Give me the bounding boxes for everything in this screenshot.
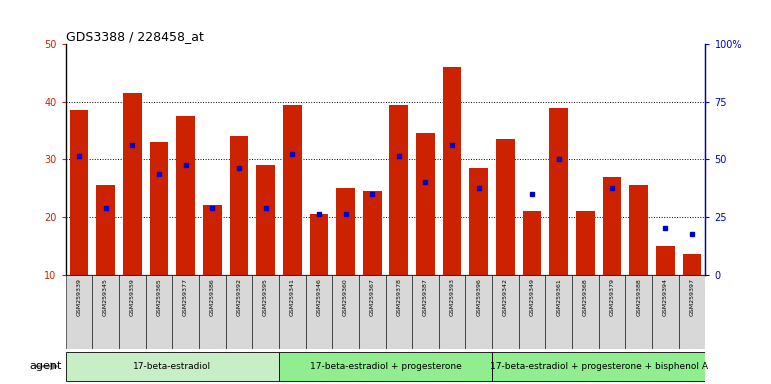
Text: GSM259396: GSM259396	[476, 278, 481, 316]
Bar	[652, 275, 678, 349]
Bar	[683, 255, 702, 275]
Bar	[492, 352, 705, 381]
Bar	[466, 275, 492, 349]
Bar	[199, 275, 225, 349]
Bar	[150, 142, 168, 275]
Text: 17-beta-estradiol + progesterone: 17-beta-estradiol + progesterone	[310, 362, 461, 371]
Bar	[497, 139, 515, 275]
Bar	[119, 275, 146, 349]
Bar	[172, 275, 199, 349]
Bar	[66, 352, 279, 381]
Bar	[576, 211, 594, 275]
Bar	[279, 352, 492, 381]
Text: GSM259368: GSM259368	[583, 278, 588, 316]
Text: agent: agent	[29, 361, 62, 371]
Bar	[203, 205, 221, 275]
Bar	[625, 275, 652, 349]
Text: GSM259367: GSM259367	[369, 278, 375, 316]
Bar	[678, 275, 705, 349]
Text: GSM259393: GSM259393	[449, 278, 455, 316]
Bar	[363, 191, 382, 275]
Bar	[225, 275, 252, 349]
Bar	[309, 214, 328, 275]
Bar	[93, 275, 119, 349]
Text: GSM259388: GSM259388	[636, 278, 641, 316]
Bar	[279, 275, 305, 349]
Bar	[629, 185, 648, 275]
Bar	[256, 165, 274, 275]
Text: 17-beta-estradiol + progesterone + bisphenol A: 17-beta-estradiol + progesterone + bisph…	[490, 362, 708, 371]
Text: GSM259346: GSM259346	[316, 278, 322, 316]
Text: GSM259392: GSM259392	[237, 278, 241, 316]
Bar	[230, 136, 248, 275]
Text: GSM259349: GSM259349	[530, 278, 534, 316]
Bar	[69, 111, 88, 275]
Text: GSM259395: GSM259395	[263, 278, 268, 316]
Bar	[66, 275, 93, 349]
Bar	[305, 275, 332, 349]
Text: GSM259360: GSM259360	[343, 278, 348, 316]
Bar	[123, 93, 142, 275]
Text: GSM259339: GSM259339	[76, 278, 82, 316]
Text: GSM259378: GSM259378	[396, 278, 402, 316]
Text: GSM259394: GSM259394	[663, 278, 668, 316]
Bar	[386, 275, 412, 349]
Bar	[389, 104, 408, 275]
Bar	[519, 275, 546, 349]
Text: GSM259386: GSM259386	[210, 278, 214, 316]
Text: GSM259387: GSM259387	[423, 278, 428, 316]
Text: GDS3388 / 228458_at: GDS3388 / 228458_at	[66, 30, 204, 43]
Text: GSM259345: GSM259345	[103, 278, 108, 316]
Bar	[470, 168, 488, 275]
Bar	[443, 67, 462, 275]
Text: GSM259365: GSM259365	[157, 278, 161, 316]
Bar	[492, 275, 519, 349]
Bar	[656, 246, 675, 275]
Bar	[439, 275, 466, 349]
Bar	[146, 275, 172, 349]
Text: GSM259342: GSM259342	[503, 278, 508, 316]
Text: GSM259377: GSM259377	[183, 278, 188, 316]
Bar	[546, 275, 572, 349]
Bar	[332, 275, 359, 349]
Bar	[252, 275, 279, 349]
Bar	[412, 275, 439, 349]
Bar	[599, 275, 625, 349]
Bar	[177, 116, 195, 275]
Text: GSM259359: GSM259359	[130, 278, 135, 316]
Text: GSM259397: GSM259397	[689, 278, 695, 316]
Bar	[523, 211, 541, 275]
Bar	[603, 177, 621, 275]
Text: GSM259341: GSM259341	[290, 278, 295, 316]
Bar	[416, 133, 435, 275]
Bar	[359, 275, 386, 349]
Text: GSM259379: GSM259379	[610, 278, 614, 316]
Bar	[336, 188, 355, 275]
Text: GSM259361: GSM259361	[557, 278, 561, 316]
Bar	[96, 185, 115, 275]
Bar	[283, 104, 301, 275]
Text: 17-beta-estradiol: 17-beta-estradiol	[133, 362, 211, 371]
Bar	[572, 275, 599, 349]
Bar	[550, 108, 568, 275]
